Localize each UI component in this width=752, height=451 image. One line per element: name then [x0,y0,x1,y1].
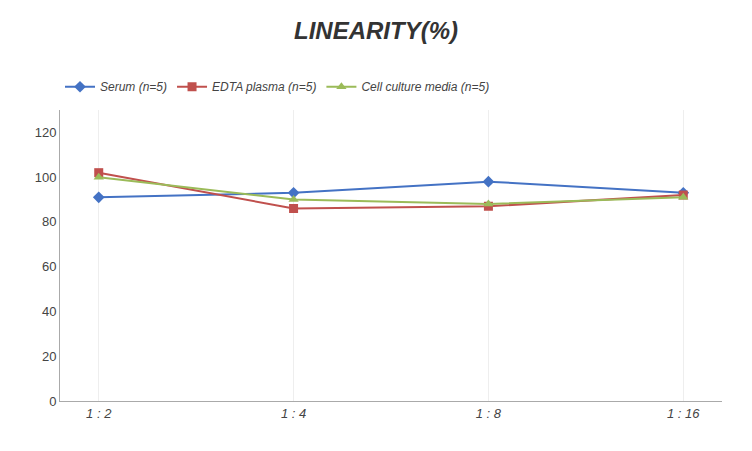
svg-text:1 : 2: 1 : 2 [86,406,112,421]
svg-text:0: 0 [49,394,56,409]
svg-text:60: 60 [42,259,56,274]
svg-text:120: 120 [35,125,57,140]
svg-text:80: 80 [42,214,56,229]
svg-text:Serum (n=5): Serum (n=5) [100,80,167,94]
svg-text:1 : 4: 1 : 4 [281,406,306,421]
svg-text:EDTA plasma (n=5): EDTA plasma (n=5) [212,80,316,94]
svg-text:100: 100 [35,170,57,185]
svg-text:1 : 16: 1 : 16 [667,406,700,421]
svg-text:LINEARITY(%): LINEARITY(%) [294,17,458,44]
svg-text:1 : 8: 1 : 8 [476,406,502,421]
svg-text:Cell culture media (n=5): Cell culture media (n=5) [361,80,489,94]
svg-text:40: 40 [42,304,56,319]
svg-text:20: 20 [42,349,56,364]
